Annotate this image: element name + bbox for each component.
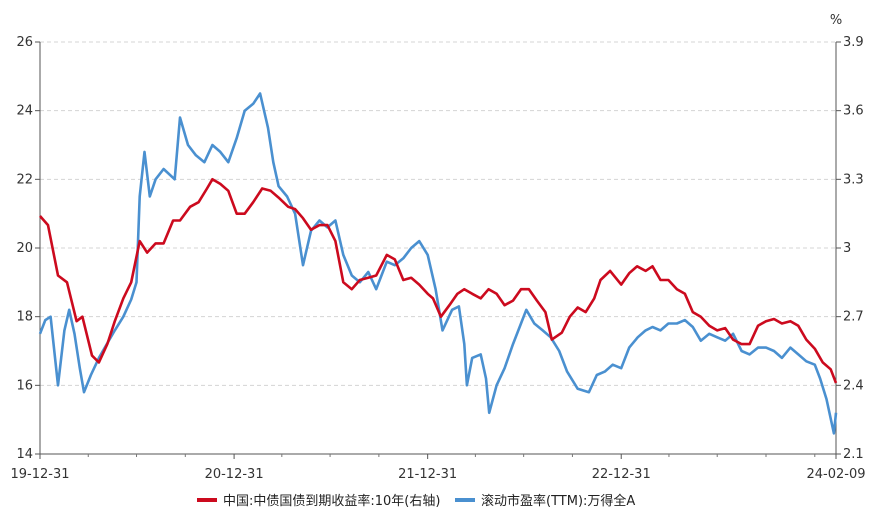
right-tick-label: 2.7 (843, 310, 864, 325)
right-tick-label: 2.1 (843, 447, 864, 462)
series-line-pe-ttm (38, 92, 838, 435)
x-tick-label: 19-12-31 (10, 467, 69, 482)
grid (40, 41, 836, 386)
left-tick-label: 20 (16, 241, 33, 256)
right-tick-label: 3.3 (843, 172, 864, 187)
x-tick-label: 21-12-31 (398, 467, 457, 482)
x-tick-label: 20-12-31 (205, 467, 264, 482)
legend-label: 中国:中债国债到期收益率:10年(右轴) (223, 493, 440, 509)
right-tick-label: 2.4 (843, 378, 864, 393)
right-axis-unit: % (830, 13, 842, 28)
right-tick-label: 3.9 (843, 35, 864, 50)
left-tick-label: 22 (16, 172, 33, 187)
left-tick-label: 26 (16, 35, 33, 50)
x-tick-label: 22-12-31 (592, 467, 651, 482)
left-tick-label: 14 (16, 447, 33, 462)
x-tick-label: 24-02-09 (806, 467, 865, 482)
right-tick-label: 3 (843, 241, 851, 256)
legend: 中国:中债国债到期收益率:10年(右轴) 滚动市盈率(TTM):万得全A (197, 493, 635, 509)
legend-label: 滚动市盈率(TTM):万得全A (481, 493, 635, 509)
left-tick-label: 16 (16, 378, 33, 393)
series (38, 92, 838, 435)
series-line-bond-yield (39, 178, 838, 384)
left-tick-label: 18 (16, 310, 33, 325)
axes: 14 16 18 20 22 24 26 2.1 2.4 2.7 3 3.3 3.6 3.9% 19-12-… (10, 13, 865, 482)
right-tick-label: 3.6 (843, 104, 864, 119)
left-tick-label: 24 (16, 104, 33, 119)
